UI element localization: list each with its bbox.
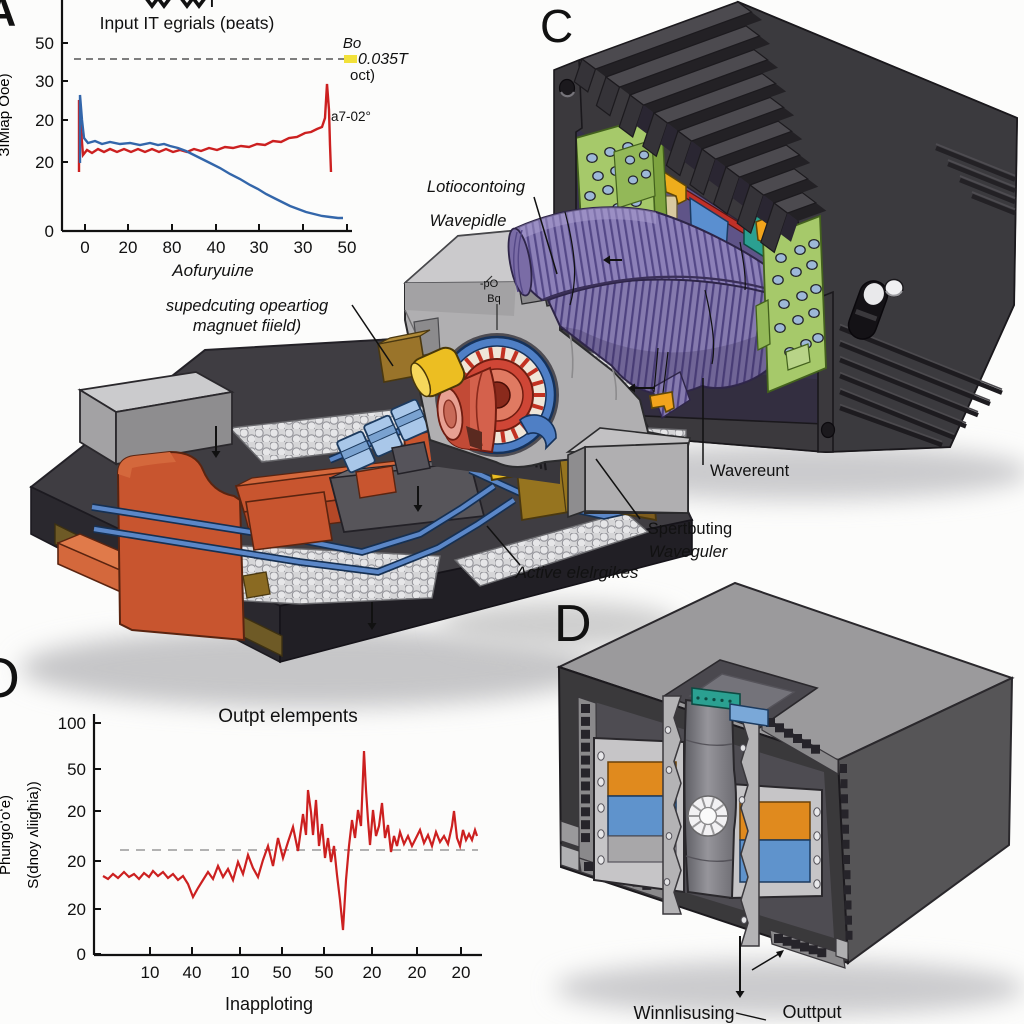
svg-text:20: 20 <box>67 802 86 821</box>
svg-text:50: 50 <box>35 34 54 53</box>
svg-text:20: 20 <box>408 963 427 982</box>
svg-text:100: 100 <box>58 714 86 733</box>
svg-text:50: 50 <box>273 963 292 982</box>
svg-text:Inapploting: Inapploting <box>225 994 313 1014</box>
svg-text:D: D <box>554 595 592 653</box>
svg-text:Input IT egrials (ɒeats): Input IT egrials (ɒeats) <box>100 13 275 33</box>
svg-text:0.035T: 0.035T <box>358 51 409 68</box>
svg-text:10: 10 <box>141 963 160 982</box>
svg-text:30: 30 <box>250 238 269 257</box>
svg-text:20: 20 <box>119 238 138 257</box>
svg-text:20: 20 <box>67 852 86 871</box>
svg-text:40: 40 <box>207 238 226 257</box>
svg-text:Phungoʻoʻe): Phungoʻoʻe) <box>0 795 14 875</box>
svg-text:S(dnoy ʌliigћia)): S(dnoy ʌliigћia)) <box>25 781 42 889</box>
svg-text:Aofuryuiлe: Aofuryuiлe <box>171 261 253 280</box>
svg-text:50: 50 <box>338 238 357 257</box>
svg-text:10: 10 <box>231 963 250 982</box>
svg-text:30: 30 <box>35 72 54 91</box>
svg-text:oct): oct) <box>350 67 375 84</box>
svg-text:Lotiocontoing: Lotiocontoing <box>427 178 526 196</box>
svg-text:l: l <box>210 0 214 10</box>
svg-text:20: 20 <box>35 111 54 130</box>
svg-text:Winnlisusing: Winnlisusing <box>633 1003 734 1023</box>
svg-text:magnиet fiield): magnиet fiield) <box>193 317 301 335</box>
svg-text:50: 50 <box>315 963 334 982</box>
svg-text:a7-02°: a7-02° <box>331 109 371 124</box>
svg-text:O: O <box>0 646 20 709</box>
svg-text:0: 0 <box>45 222 54 241</box>
svg-text:Bo: Bo <box>343 35 361 52</box>
svg-text:Waveguler: Waveguler <box>649 543 729 561</box>
svg-text:A: A <box>0 0 16 35</box>
svg-text:Outpt elempents: Outpt elempents <box>218 706 357 727</box>
svg-text:20: 20 <box>67 900 86 919</box>
svg-text:40: 40 <box>183 963 202 982</box>
svg-text:Outtput: Outtput <box>782 1002 841 1022</box>
svg-text:Wavepidlе: Wavepidlе <box>430 212 507 230</box>
svg-text:20: 20 <box>363 963 382 982</box>
svg-text:supedcuting opeartiog: supedcuting opeartiog <box>166 297 329 315</box>
svg-text:Active elelrgikes: Active elelrgikes <box>515 563 639 582</box>
svg-text:Wavereunt: Wavereunt <box>710 462 790 480</box>
svg-text:80: 80 <box>163 238 182 257</box>
svg-text:Bq: Bq <box>487 293 500 305</box>
svg-text:50: 50 <box>67 760 86 779</box>
svg-text:0: 0 <box>77 945 86 964</box>
svg-text:20: 20 <box>452 963 471 982</box>
svg-text:0: 0 <box>80 238 89 257</box>
svg-text:Spertbuting: Spertbuting <box>648 520 732 538</box>
svg-text:-pO: -pO <box>480 278 499 290</box>
svg-text:ЗIMiaр Ooе): ЗIMiaр Ooе) <box>0 73 13 156</box>
svg-text:30: 30 <box>294 238 313 257</box>
svg-text:C: C <box>540 0 573 52</box>
svg-text:20: 20 <box>35 153 54 172</box>
